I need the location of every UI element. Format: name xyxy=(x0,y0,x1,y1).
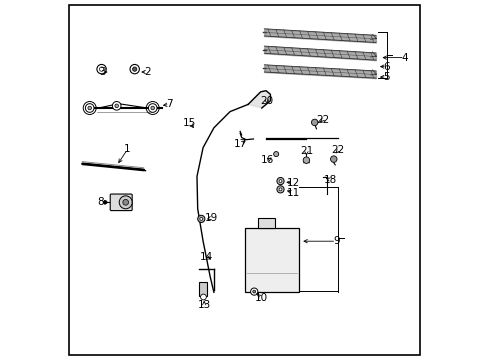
Text: 15: 15 xyxy=(183,118,196,128)
Text: 5: 5 xyxy=(383,72,389,82)
Text: 7: 7 xyxy=(166,99,173,109)
Circle shape xyxy=(252,290,255,293)
Text: 19: 19 xyxy=(204,213,218,223)
Text: 16: 16 xyxy=(261,155,274,165)
Bar xyxy=(199,282,207,296)
Text: 14: 14 xyxy=(200,252,213,262)
FancyBboxPatch shape xyxy=(110,194,132,211)
Text: 4: 4 xyxy=(401,53,407,63)
Text: 20: 20 xyxy=(260,96,273,106)
Text: 12: 12 xyxy=(286,178,299,188)
Circle shape xyxy=(279,180,282,183)
Circle shape xyxy=(132,67,137,71)
Text: 1: 1 xyxy=(124,144,131,154)
Text: 21: 21 xyxy=(299,146,312,156)
Polygon shape xyxy=(247,91,270,108)
Circle shape xyxy=(303,157,309,163)
Text: 10: 10 xyxy=(255,293,268,303)
Circle shape xyxy=(119,196,132,209)
Circle shape xyxy=(97,64,106,74)
Circle shape xyxy=(148,104,157,112)
Circle shape xyxy=(279,188,282,191)
Text: 18: 18 xyxy=(324,175,337,185)
Bar xyxy=(244,228,298,292)
Circle shape xyxy=(273,152,278,157)
Text: 11: 11 xyxy=(286,188,299,198)
Circle shape xyxy=(112,102,121,110)
Circle shape xyxy=(151,106,154,110)
Circle shape xyxy=(88,106,91,110)
Circle shape xyxy=(85,104,94,112)
Bar xyxy=(257,218,275,228)
Circle shape xyxy=(197,215,204,222)
Text: 22: 22 xyxy=(331,145,344,156)
Circle shape xyxy=(122,199,128,205)
Circle shape xyxy=(200,217,203,220)
Circle shape xyxy=(103,201,107,204)
Text: 8: 8 xyxy=(97,197,103,207)
Circle shape xyxy=(250,288,257,295)
Text: 17: 17 xyxy=(234,139,247,149)
Circle shape xyxy=(276,177,284,185)
Text: 2: 2 xyxy=(143,67,150,77)
Circle shape xyxy=(330,156,336,162)
Circle shape xyxy=(99,67,103,71)
Circle shape xyxy=(276,186,284,193)
Circle shape xyxy=(130,64,139,74)
Text: 9: 9 xyxy=(332,236,339,246)
Text: 13: 13 xyxy=(197,300,210,310)
Text: 6: 6 xyxy=(383,62,389,72)
Circle shape xyxy=(200,294,206,300)
Text: 3: 3 xyxy=(99,67,105,77)
Text: 22: 22 xyxy=(316,114,329,125)
Circle shape xyxy=(311,119,317,126)
Circle shape xyxy=(115,104,118,108)
